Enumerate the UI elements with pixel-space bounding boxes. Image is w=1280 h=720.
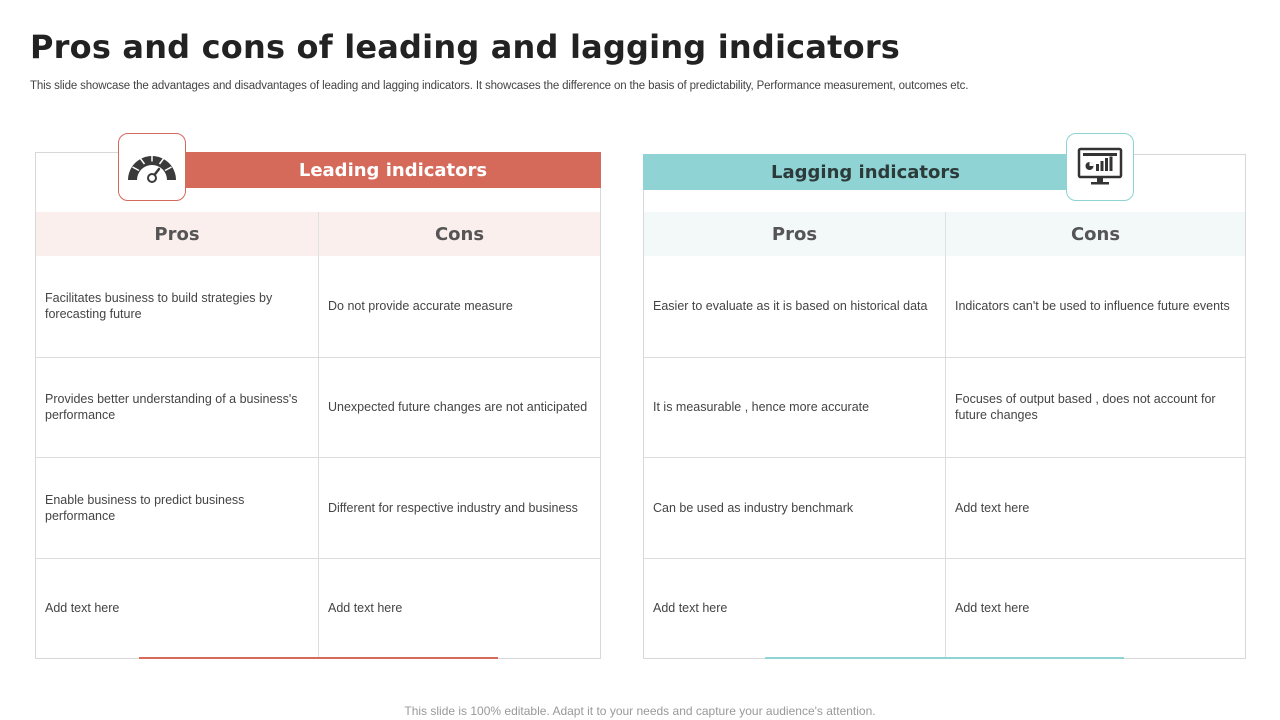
lagging-con-cell: Add text here [945,457,1245,558]
leading-cons-header: Cons [318,212,600,256]
leading-icon-box [118,133,186,201]
lagging-table: Pros Cons [644,212,1245,256]
lagging-con-cell: Indicators can't be used to influence fu… [945,256,1245,357]
lagging-pro-cell: Easier to evaluate as it is based on his… [653,299,928,314]
speedometer-icon [128,154,176,183]
lagging-con-cell: Add text here [945,557,1245,658]
leading-pro-cell: Enable business to predict business perf… [36,457,318,558]
leading-con-cell: Different for respective industry and bu… [318,457,600,558]
leading-pro-cell: Add text here [36,557,318,659]
lagging-pro-cell: It is measurable , hence more accurate [644,356,945,458]
footer-note: This slide is 100% editable. Adapt it to… [404,704,876,718]
lagging-heading: Lagging indicators [643,154,1088,190]
leading-pro-cell: Facilitates business to build strategies… [45,291,273,322]
monitor-chart-icon [1077,147,1123,185]
leading-con-cell: Unexpected future changes are not antici… [318,356,600,457]
leading-con-cell: Do not provide accurate measure [318,256,600,357]
lagging-rows: Easier to evaluate as it is based on his… [644,256,1245,658]
lagging-accent-line [765,657,1124,659]
lagging-con-cell: Focuses of output based , does not accou… [945,356,1245,457]
leading-pro-cell: Provides better understanding of a busin… [36,356,318,458]
lagging-pros-header: Pros [644,212,945,256]
leading-table: Pros Cons [36,212,600,256]
lagging-icon-box [1066,133,1134,201]
leading-heading: Leading indicators [185,152,601,188]
lagging-pro-cell: Can be used as industry benchmark [644,457,945,558]
leading-con-cell: Add text here [318,557,600,658]
lagging-cons-header: Cons [945,212,1245,256]
page-subtitle: This slide showcase the advantages and d… [30,80,969,92]
page-title: Pros and cons of leading and lagging ind… [30,28,901,66]
leading-rows: Facilitates business to build strategies… [36,256,600,658]
leading-pros-header: Pros [36,212,318,256]
leading-accent-line [139,657,498,659]
lagging-pro-cell: Add text here [644,557,945,659]
